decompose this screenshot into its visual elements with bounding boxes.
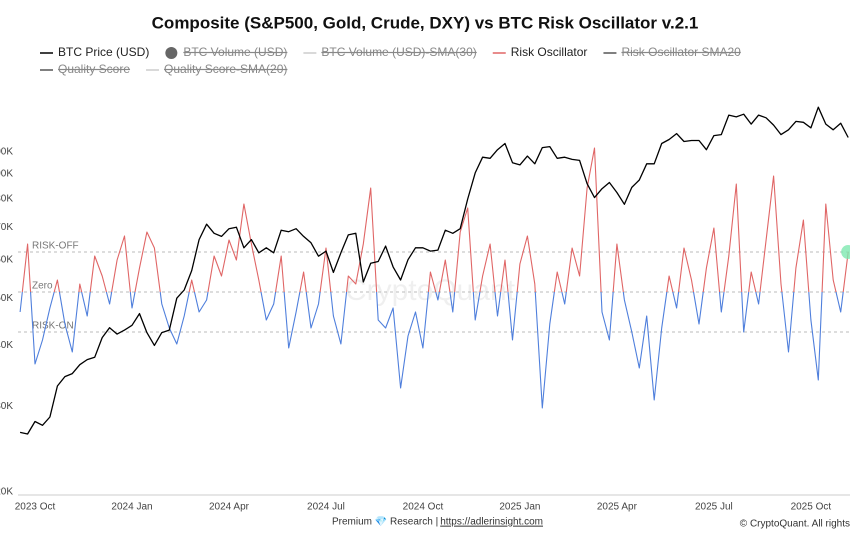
x-tick-label: 2024 Oct	[403, 502, 444, 513]
legend-label: Risk Oscillator SMA20	[621, 45, 741, 59]
legend-marker	[165, 47, 178, 59]
y-tick-label: 100K	[0, 146, 13, 157]
x-tick-label: 2023 Oct	[15, 502, 56, 513]
copyright: © CryptoQuant. All rights	[740, 519, 850, 530]
x-tick-label: 2024 Jan	[111, 502, 152, 513]
legend-label: BTC Price (USD)	[58, 45, 149, 59]
legend-item[interactable]: BTC Volume (USD)-SMA(30)	[303, 45, 477, 59]
y-tick-label: 90K	[0, 169, 13, 180]
legend-label: Risk Oscillator	[511, 45, 588, 59]
x-tick-label: 2025 Jan	[499, 502, 540, 513]
legend-label: Quality Score-SMA(20)	[164, 62, 287, 76]
legend-item[interactable]: Quality Score-SMA(20)	[146, 62, 287, 76]
reference-label: Zero	[32, 281, 53, 292]
legend-item[interactable]: Quality Score	[40, 62, 130, 76]
series-line	[19, 147, 849, 409]
last-point	[841, 245, 850, 259]
y-tick-label: 20K	[0, 486, 13, 497]
watermark: CryptoQuant	[345, 274, 516, 307]
chart-title: Composite (S&P500, Gold, Crude, DXY) vs …	[152, 13, 699, 32]
legend-item[interactable]: Risk Oscillator SMA20	[603, 45, 741, 59]
y-tick-label: 50K	[0, 293, 13, 304]
x-tick-label: 2024 Apr	[209, 502, 250, 513]
legend-item[interactable]: Risk Oscillator	[492, 45, 588, 59]
x-tick-label: 2025 Apr	[597, 502, 638, 513]
x-tick-label: 2024 Jul	[307, 502, 345, 513]
y-tick-label: 80K	[0, 194, 13, 205]
legend-label: BTC Volume (USD)-SMA(30)	[321, 45, 476, 59]
legend-item[interactable]: BTC Volume (USD)	[165, 45, 287, 59]
y-tick-label: 60K	[0, 254, 13, 265]
footer-text: Premium 💎 Research |	[332, 516, 438, 528]
legend-label: Quality Score	[58, 62, 130, 76]
footer-link[interactable]: https://adlerinsight.com	[440, 517, 543, 528]
y-tick-label: 30K	[0, 401, 13, 412]
reference-label: RISK-ON	[32, 321, 74, 332]
y-tick-label: 40K	[0, 340, 13, 351]
x-tick-label: 2025 Jul	[695, 502, 733, 513]
series-line	[19, 106, 849, 435]
y-tick-label: 70K	[0, 222, 13, 233]
legend-item[interactable]: BTC Price (USD)	[40, 45, 149, 59]
legend-label: BTC Volume (USD)	[183, 45, 287, 59]
reference-label: RISK-OFF	[32, 241, 79, 252]
x-tick-label: 2025 Oct	[791, 502, 832, 513]
